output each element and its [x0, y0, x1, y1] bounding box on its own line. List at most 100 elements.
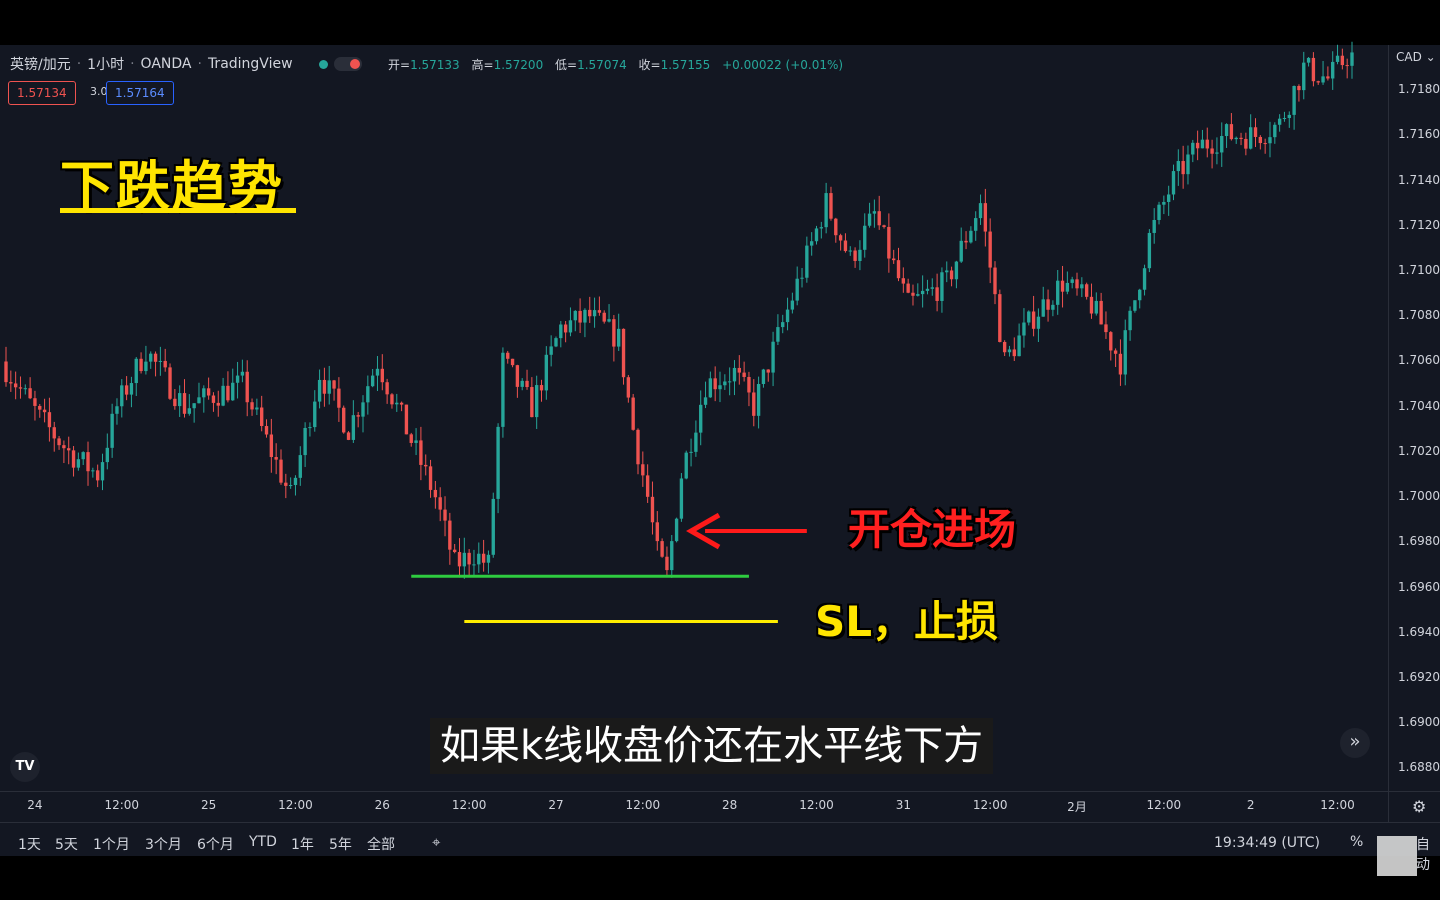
candle-down[interactable]	[525, 380, 529, 388]
candle-up[interactable]	[1166, 194, 1171, 202]
candle-down[interactable]	[67, 448, 71, 451]
candle-down[interactable]	[33, 398, 37, 406]
candle-down[interactable]	[86, 452, 90, 472]
candle-up[interactable]	[776, 327, 780, 342]
candle-up[interactable]	[1186, 154, 1190, 175]
candle-up[interactable]	[192, 403, 196, 409]
candle-down[interactable]	[1012, 349, 1016, 357]
candle-up[interactable]	[1133, 300, 1137, 311]
candle-up[interactable]	[978, 203, 983, 219]
candle-down[interactable]	[264, 426, 269, 435]
chart-area[interactable]	[0, 45, 1388, 791]
candle-up[interactable]	[462, 552, 466, 567]
candle-down[interactable]	[742, 372, 746, 377]
candle-down[interactable]	[766, 369, 770, 373]
candle-up[interactable]	[91, 470, 95, 472]
symbol-name[interactable]: 英镑/加元	[10, 57, 71, 73]
candle-up[interactable]	[486, 554, 491, 563]
candle-up[interactable]	[800, 277, 804, 279]
candle-down[interactable]	[28, 388, 32, 399]
candle-down[interactable]	[206, 388, 211, 396]
candle-down[interactable]	[1258, 136, 1263, 144]
candle-down[interactable]	[269, 434, 274, 458]
candle-down[interactable]	[650, 496, 655, 523]
candle-down[interactable]	[834, 218, 838, 236]
candle-up[interactable]	[414, 440, 418, 443]
candle-up[interactable]	[1220, 136, 1224, 153]
candle-down[interactable]	[1002, 341, 1007, 353]
candle-down[interactable]	[337, 388, 341, 408]
candle-down[interactable]	[993, 267, 997, 295]
candle-down[interactable]	[843, 240, 848, 252]
candle-up[interactable]	[940, 272, 944, 301]
candle-down[interactable]	[380, 368, 384, 383]
candle-down[interactable]	[1118, 353, 1123, 375]
market-status-icon[interactable]	[318, 59, 328, 69]
candle-down[interactable]	[901, 278, 906, 284]
candle-down[interactable]	[539, 385, 544, 391]
candle-up[interactable]	[1147, 232, 1152, 269]
candle-down[interactable]	[216, 402, 220, 406]
candle-up[interactable]	[221, 385, 225, 406]
candle-down[interactable]	[168, 367, 172, 399]
candle-up[interactable]	[872, 211, 877, 214]
candle-down[interactable]	[424, 464, 428, 467]
candle-down[interactable]	[1060, 280, 1065, 292]
candle-down[interactable]	[438, 497, 442, 510]
candle-up[interactable]	[202, 388, 206, 398]
candle-down[interactable]	[892, 258, 896, 261]
candle-down[interactable]	[588, 309, 592, 317]
candle-up[interactable]	[1200, 139, 1205, 149]
candle-up[interactable]	[1176, 161, 1181, 172]
candle-down[interactable]	[274, 457, 278, 460]
candle-down[interactable]	[452, 549, 457, 553]
candle-down[interactable]	[998, 294, 1002, 342]
candle-up[interactable]	[1302, 62, 1306, 91]
candle-down[interactable]	[1084, 284, 1089, 297]
candle-down[interactable]	[409, 434, 413, 443]
candle-down[interactable]	[448, 520, 452, 550]
candle-down[interactable]	[752, 392, 756, 416]
candle-up[interactable]	[235, 375, 240, 383]
candle-down[interactable]	[853, 250, 857, 261]
candle-down[interactable]	[1031, 311, 1036, 329]
candle-up[interactable]	[1027, 311, 1031, 323]
candle-up[interactable]	[954, 261, 959, 280]
candle-up[interactable]	[81, 452, 85, 460]
candle-down[interactable]	[1089, 296, 1094, 314]
candle-up[interactable]	[699, 404, 703, 433]
candle-up[interactable]	[144, 361, 148, 372]
candle-up[interactable]	[1215, 152, 1219, 154]
candle-down[interactable]	[322, 379, 327, 394]
candle-up[interactable]	[819, 227, 824, 229]
candle-down[interactable]	[1340, 55, 1345, 66]
candle-down[interactable]	[226, 385, 230, 401]
candle-up[interactable]	[1282, 118, 1287, 120]
symbol-legend[interactable]: 英镑/加元 · 1小时 · OANDA · TradingView	[10, 54, 362, 74]
candle-up[interactable]	[727, 381, 732, 383]
candle-down[interactable]	[983, 203, 988, 232]
candle-up[interactable]	[255, 407, 259, 410]
candle-up[interactable]	[351, 415, 356, 440]
candle-down[interactable]	[95, 470, 100, 481]
candle-up[interactable]	[573, 310, 577, 321]
candle-down[interactable]	[1263, 143, 1267, 145]
candle-down[interactable]	[390, 394, 394, 405]
candle-down[interactable]	[163, 360, 167, 368]
candle-down[interactable]	[737, 367, 741, 373]
candle-up[interactable]	[1138, 289, 1142, 301]
candle-down[interactable]	[346, 432, 351, 440]
candle-up[interactable]	[1017, 335, 1021, 357]
candle-up[interactable]	[187, 408, 192, 414]
candle-up[interactable]	[496, 426, 500, 499]
candle-up[interactable]	[491, 498, 495, 555]
scroll-to-realtime-icon[interactable]: »	[1340, 728, 1370, 758]
candle-down[interactable]	[660, 541, 664, 557]
candle-up[interactable]	[920, 290, 925, 295]
candle-up[interactable]	[959, 240, 963, 262]
candle-up[interactable]	[930, 287, 934, 289]
candle-down[interactable]	[1113, 350, 1118, 354]
candle-down[interactable]	[906, 283, 910, 293]
candle-up[interactable]	[1249, 127, 1253, 149]
candle-up[interactable]	[824, 193, 828, 228]
